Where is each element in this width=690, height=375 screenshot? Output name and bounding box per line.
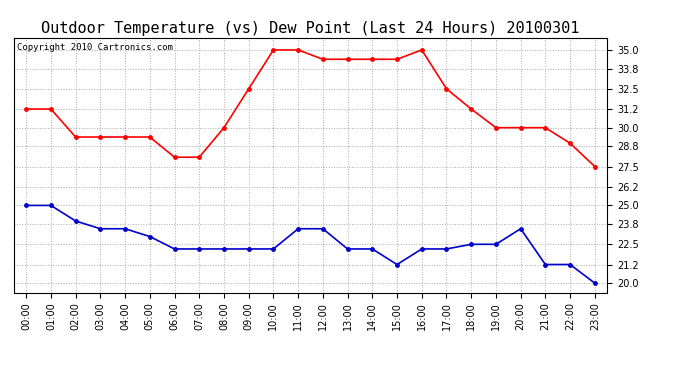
Title: Outdoor Temperature (vs) Dew Point (Last 24 Hours) 20100301: Outdoor Temperature (vs) Dew Point (Last… [41, 21, 580, 36]
Text: Copyright 2010 Cartronics.com: Copyright 2010 Cartronics.com [17, 43, 172, 52]
